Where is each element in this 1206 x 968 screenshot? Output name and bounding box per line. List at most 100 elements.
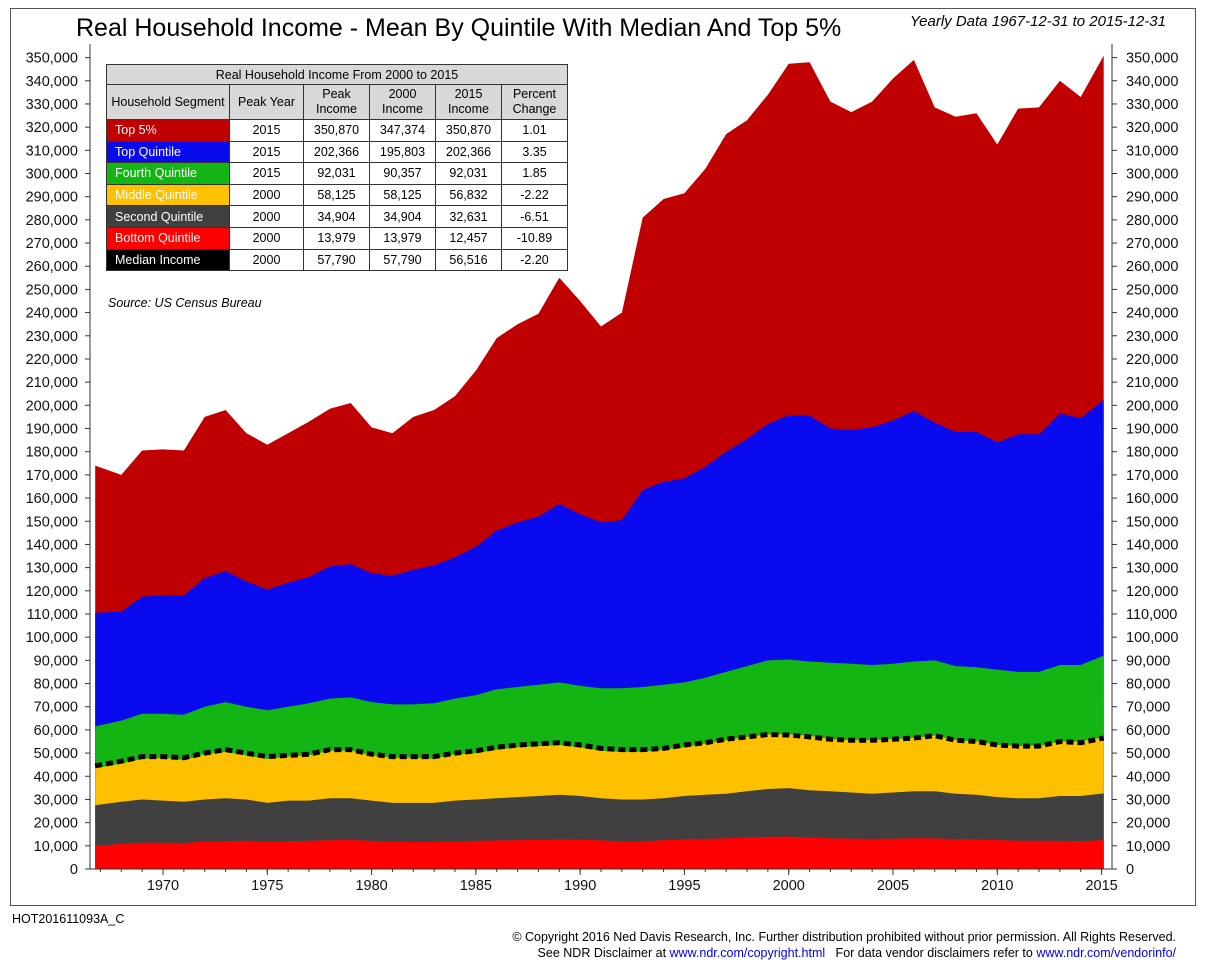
y-tick-label-left: 320,000 (26, 120, 78, 136)
table-cell: -2.22 (501, 183, 568, 207)
income-table: Real Household Income From 2000 to 2015 … (106, 64, 568, 272)
segment-cell: Fourth Quintile (106, 162, 230, 185)
x-tick-label: 1995 (668, 878, 700, 894)
table-row: Top 5% 2015 350,870 347,374 350,870 1.01 (106, 119, 568, 142)
chart-code: HOT201611093A_C (12, 912, 125, 926)
y-tick-label-left: 270,000 (26, 236, 78, 252)
y-tick-label-right: 240,000 (1126, 306, 1178, 322)
segment-cell: Middle Quintile (106, 183, 230, 207)
y-tick-label-left: 140,000 (26, 537, 78, 553)
table-cell: 2000 (229, 226, 304, 250)
y-tick-label-left: 90,000 (34, 653, 78, 669)
y-tick-label-left: 340,000 (26, 74, 78, 90)
table-cell: 56,832 (435, 183, 502, 207)
y-tick-label-left: 220,000 (26, 352, 78, 368)
table-cell: 195,803 (369, 140, 436, 164)
x-tick-label: 1980 (355, 878, 387, 894)
y-tick-label-left: 180,000 (26, 445, 78, 461)
y-tick-label-right: 260,000 (1126, 259, 1178, 275)
y-tick-label-right: 20,000 (1126, 816, 1170, 832)
y-tick-label-left: 210,000 (26, 375, 78, 391)
table-cell: 56,516 (435, 248, 502, 272)
y-tick-label-left: 230,000 (26, 329, 78, 345)
table-row: Bottom Quintile 2000 13,979 13,979 12,457 -10… (106, 226, 568, 250)
x-tick-label: 1990 (564, 878, 596, 894)
y-tick-label-right: 320,000 (1126, 120, 1178, 136)
table-header-cell: 2015 Income (435, 84, 502, 120)
y-tick-label-right: 310,000 (1126, 143, 1178, 159)
table-cell: 12,457 (435, 226, 502, 250)
y-tick-label-left: 160,000 (26, 491, 78, 507)
y-tick-label-right: 220,000 (1126, 352, 1178, 368)
table-cell: 350,870 (303, 119, 370, 142)
table-cell: 13,979 (303, 226, 370, 250)
table-row: Median Income 2000 57,790 57,790 56,516 -2.20 (106, 248, 568, 272)
table-row: Second Quintile 2000 34,904 34,904 32,631 -6.… (106, 205, 568, 228)
segment-cell: Top Quintile (106, 140, 230, 164)
copyright-link[interactable]: www.ndr.com/copyright.html (669, 946, 826, 960)
y-tick-label-right: 10,000 (1126, 839, 1170, 855)
y-tick-label-left: 330,000 (26, 97, 78, 113)
y-tick-label-right: 90,000 (1126, 653, 1170, 669)
y-tick-label-right: 200,000 (1126, 398, 1178, 414)
y-tick-label-left: 10,000 (34, 839, 78, 855)
y-tick-label-right: 100,000 (1126, 630, 1178, 646)
y-tick-label-right: 40,000 (1126, 769, 1170, 785)
table-header-cell: Percent Change (501, 84, 568, 120)
table-cell: -10.89 (501, 226, 568, 250)
table-header-cell: Household Segment (106, 84, 230, 120)
table-cell: 58,125 (369, 183, 436, 207)
y-tick-label-right: 140,000 (1126, 537, 1178, 553)
segment-cell: Top 5% (106, 119, 230, 142)
table-cell: 34,904 (303, 205, 370, 228)
table-cell: 2015 (229, 140, 304, 164)
y-tick-label-left: 300,000 (26, 167, 78, 183)
table-cell: 57,790 (303, 248, 370, 272)
y-tick-label-right: 230,000 (1126, 329, 1178, 345)
table-cell: -2.20 (501, 248, 568, 272)
table-cell: 92,031 (435, 162, 502, 185)
segment-cell: Median Income (106, 248, 230, 272)
table-cell: 2000 (229, 248, 304, 272)
table-cell: 350,870 (435, 119, 502, 142)
disclaimer-text-a: See NDR Disclaimer at (537, 946, 670, 960)
y-tick-label-right: 60,000 (1126, 723, 1170, 739)
y-tick-label-left: 30,000 (34, 792, 78, 808)
disclaimer-text-b: For data vendor disclaimers refer to (825, 946, 1037, 960)
x-tick-label: 1985 (460, 878, 492, 894)
chart-frame (10, 8, 1196, 906)
y-tick-label-right: 190,000 (1126, 422, 1178, 438)
y-tick-label-left: 50,000 (34, 746, 78, 762)
y-tick-label-right: 80,000 (1126, 677, 1170, 693)
table-cell: 90,357 (369, 162, 436, 185)
y-tick-label-left: 280,000 (26, 213, 78, 229)
y-tick-label-right: 70,000 (1126, 700, 1170, 716)
y-tick-label-left: 130,000 (26, 561, 78, 577)
x-tick-label: 2000 (773, 878, 805, 894)
y-tick-label-right: 50,000 (1126, 746, 1170, 762)
table-cell: 202,366 (303, 140, 370, 164)
y-tick-label-left: 350,000 (26, 51, 78, 67)
y-tick-label-right: 130,000 (1126, 561, 1178, 577)
copyright-line: © Copyright 2016 Ned Davis Research, Inc… (512, 930, 1176, 944)
table-cell: 92,031 (303, 162, 370, 185)
x-tick-label: 2015 (1085, 878, 1117, 894)
table-cell: 2015 (229, 119, 304, 142)
table-cell: 3.35 (501, 140, 568, 164)
table-cell: 58,125 (303, 183, 370, 207)
vendorinfo-link[interactable]: www.ndr.com/vendorinfo/ (1036, 946, 1176, 960)
x-tick-label: 1975 (251, 878, 283, 894)
y-tick-label-left: 40,000 (34, 769, 78, 785)
table-cell: 13,979 (369, 226, 436, 250)
table-row: Fourth Quintile 2015 92,031 90,357 92,031 1.8… (106, 162, 568, 185)
table-caption: Real Household Income From 2000 to 2015 (106, 64, 568, 85)
table-cell: 1.01 (501, 119, 568, 142)
y-tick-label-right: 300,000 (1126, 167, 1178, 183)
x-tick-label: 1970 (147, 878, 179, 894)
y-tick-label-left: 240,000 (26, 306, 78, 322)
table-cell: 202,366 (435, 140, 502, 164)
y-tick-label-left: 200,000 (26, 398, 78, 414)
area-bottom-quintile (95, 836, 1104, 869)
table-row: Top Quintile 2015 202,366 195,803 202,366 3.3… (106, 140, 568, 164)
